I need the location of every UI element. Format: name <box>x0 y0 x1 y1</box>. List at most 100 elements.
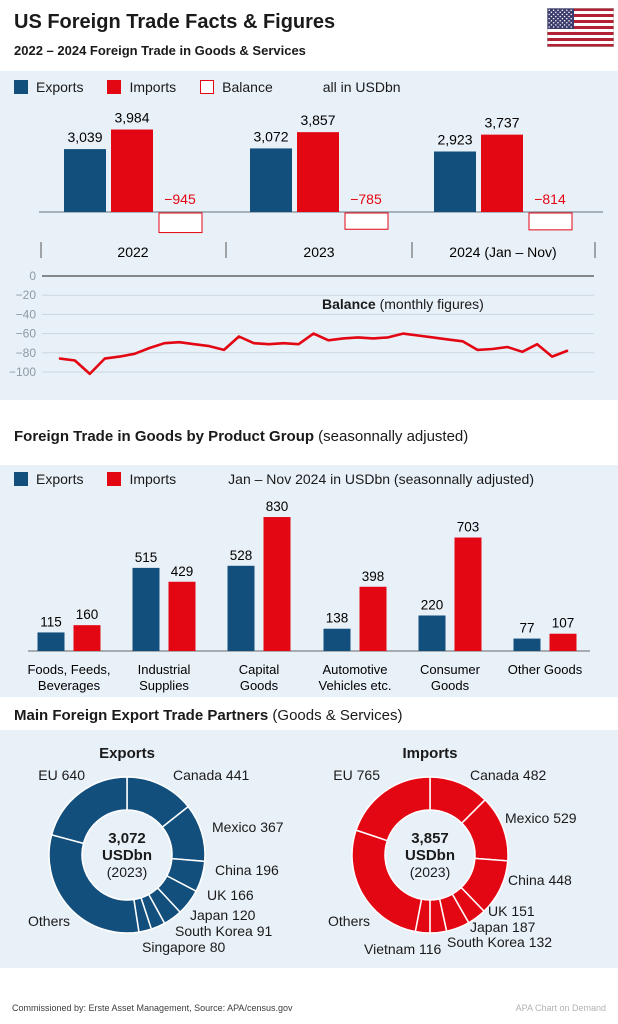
flag-star <box>557 13 559 16</box>
bar-imports <box>297 132 339 212</box>
flag-star <box>563 11 566 14</box>
value-label-exports: 220 <box>421 597 444 612</box>
balance-line-series <box>58 332 569 376</box>
panel-trade-partners: Exports Imports 3,072 USDbn (2023) 3,857… <box>0 730 618 968</box>
legend-exports-label: Exports <box>36 471 84 487</box>
value-label-imports: 398 <box>362 569 385 584</box>
value-label-balance: −945 <box>164 191 196 207</box>
flag-star <box>561 9 564 11</box>
exports-swatch-icon <box>14 472 28 486</box>
flag-stripe <box>547 17 614 20</box>
imports-swatch-icon <box>107 472 122 486</box>
donut-label-japan: Japan 187 <box>470 919 536 935</box>
bar-exports <box>513 638 541 651</box>
value-label-exports: 3,072 <box>253 128 288 144</box>
page-title: US Foreign Trade Facts & Figures <box>14 11 336 33</box>
legend-item-exports: Exports <box>14 471 83 487</box>
exports-donut-center: 3,072 USDbn (2023) <box>102 830 152 880</box>
donut-slice-others <box>351 829 423 933</box>
flag-star <box>568 19 570 22</box>
value-label-imports: 107 <box>552 616 575 631</box>
flag-star <box>566 13 568 16</box>
flag-star <box>557 26 559 28</box>
legend-unit-note: all in USDbn <box>322 79 401 95</box>
bar-exports <box>418 615 446 651</box>
flag-stripe <box>547 32 614 35</box>
flag-star <box>561 17 564 20</box>
flag-stripe <box>547 38 614 41</box>
donut-label-mexico: Mexico 529 <box>505 810 577 826</box>
exports-donut-title: Exports <box>99 745 155 762</box>
annual-and-monthly-chart: 3,039 3,984 −945 2022 3,072 3,857 −785 2023 2,92… <box>9 110 603 379</box>
donut-label-south-korea: South Korea 132 <box>447 934 553 950</box>
value-label-imports: 3,737 <box>484 115 519 131</box>
x-axis-year-label: 2024 (Jan – Nov) <box>449 244 556 260</box>
flag-stripe <box>547 41 614 44</box>
flag-star <box>552 26 555 28</box>
legend-imports-label: Imports <box>129 471 177 487</box>
flag-star <box>550 11 553 14</box>
bar-exports <box>227 565 255 651</box>
donut-label-uk: UK 166 <box>207 887 254 903</box>
value-label-exports: 77 <box>519 621 534 636</box>
flag-stripe <box>547 35 614 38</box>
bar-imports <box>454 537 482 651</box>
donut-label-china: China 448 <box>508 872 572 888</box>
flag-star <box>570 13 572 16</box>
legend-item-exports: Exports <box>14 79 83 95</box>
flag-star <box>566 9 568 11</box>
y-tick-label: −40 <box>16 307 37 321</box>
category-label: Supplies <box>139 678 189 693</box>
donut-slice-others <box>48 833 140 934</box>
flag-star <box>559 19 561 22</box>
legend-annual: Exports Imports Balance all in USDbn <box>14 79 401 95</box>
section-title-partners: Main Foreign Export Trade Partners (Good… <box>14 707 403 724</box>
donut-label-eu: EU 640 <box>38 767 85 783</box>
panel-annual-trade: Exports Imports Balance all in USDbn 3,0… <box>0 71 618 400</box>
flag-star <box>555 11 557 14</box>
flag-stripe <box>547 8 614 11</box>
category-label: Vehicles etc. <box>319 678 392 693</box>
flag-star <box>570 26 572 28</box>
us-flag-icon <box>547 8 614 47</box>
balance-swatch-icon <box>200 80 215 94</box>
bar-imports <box>549 633 577 651</box>
y-tick-label: 0 <box>29 269 36 283</box>
flag-star <box>563 24 566 26</box>
bar-balance <box>158 212 203 234</box>
bar-exports <box>250 148 292 212</box>
value-label-exports: 115 <box>40 614 62 629</box>
bar-exports <box>64 149 106 212</box>
value-label-imports: 3,984 <box>114 110 149 126</box>
x-axis-year-label: 2022 <box>117 244 148 260</box>
flag-star <box>550 15 553 18</box>
imports-donut-title: Imports <box>402 745 458 762</box>
flag-star <box>548 22 550 24</box>
y-tick-label: −20 <box>16 288 37 302</box>
bar-balance <box>528 212 573 231</box>
y-tick-label: −60 <box>16 327 37 341</box>
category-label: Goods <box>431 678 470 693</box>
flag-star <box>552 17 555 20</box>
donut-label-others: Others <box>328 913 371 929</box>
legend-period-note: Jan – Nov 2024 in USDbn (seasonnally adj… <box>228 471 535 487</box>
footer-source: Commissioned by: Erste Asset Management,… <box>12 1003 293 1013</box>
value-label-balance: −785 <box>350 191 382 207</box>
category-label: Industrial <box>138 662 191 677</box>
bar-imports <box>168 581 196 651</box>
flag-star <box>568 11 570 14</box>
donut-label-mexico: Mexico 367 <box>212 819 284 835</box>
product-groups-chart: 115 160 Foods, Feeds,Beverages 515 429 Indust… <box>27 499 590 693</box>
category-label: Capital <box>239 662 280 677</box>
legend-item-imports: Imports <box>107 471 176 487</box>
value-label-imports: 160 <box>76 607 99 622</box>
flag-star <box>561 13 564 16</box>
donut-label-south-korea: South Korea 91 <box>175 923 273 939</box>
monthly-balance-title: Balance (monthly figures) <box>322 296 484 312</box>
category-label: Goods <box>240 678 279 693</box>
bar-balance <box>344 212 389 230</box>
y-tick-label: −80 <box>16 346 37 360</box>
footer-branding: APA Chart on Demand <box>515 1003 606 1013</box>
category-label: Other Goods <box>508 662 583 677</box>
